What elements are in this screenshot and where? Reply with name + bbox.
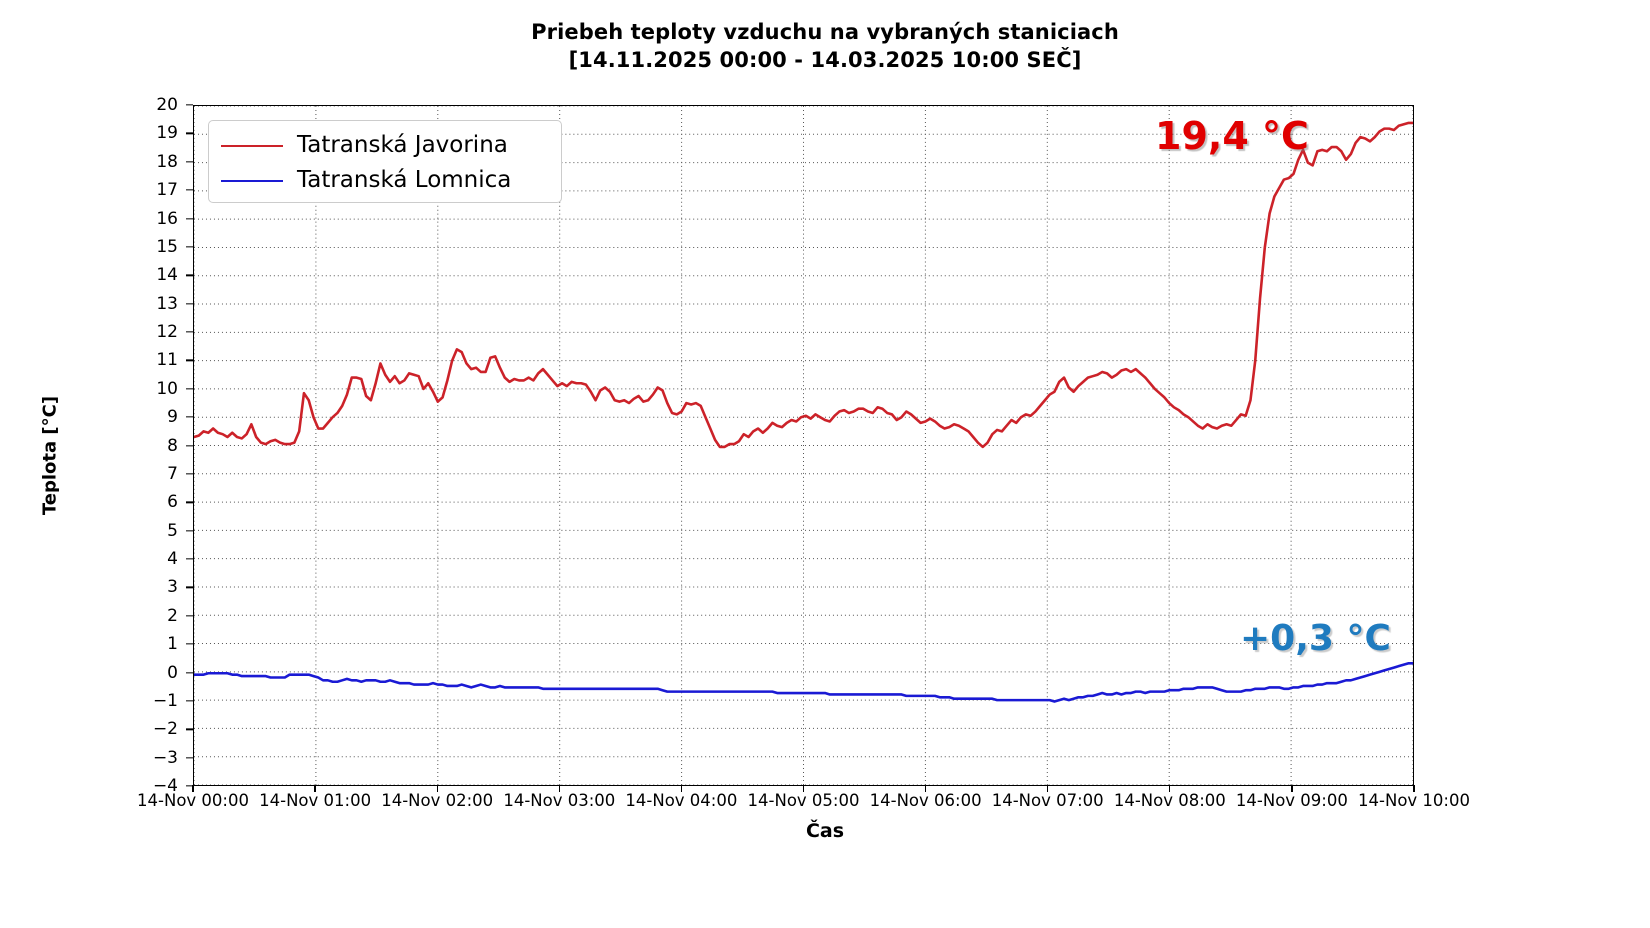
max-temperature-annotation: 19,4 °C <box>1155 114 1309 158</box>
y-tick-label: 7 <box>167 463 178 484</box>
y-tick-label: 16 <box>156 208 178 229</box>
page-title: Priebeh teploty vzduchu na vybraných sta… <box>0 18 1650 75</box>
y-tick-mark <box>186 785 193 787</box>
y-tick-label: 12 <box>156 322 178 342</box>
y-tick-mark <box>186 643 193 645</box>
x-tick-mark <box>1291 785 1293 792</box>
y-tick-mark <box>186 161 193 163</box>
grid-lines <box>194 106 1413 785</box>
y-axis-label: Teplota [°C] <box>39 395 61 516</box>
y-tick-label: 11 <box>156 350 178 371</box>
x-tick-mark <box>924 785 927 792</box>
y-tick-label: 3 <box>167 577 178 598</box>
y-axis-ticks: 20 19 18 17 16 15 14 13 12 11 10 9 8 7 6 5 4 3 2 1 0 −1 −2 −3 −4 <box>0 95 193 796</box>
y-tick-mark <box>186 189 193 191</box>
y-tick-label: 19 <box>156 123 178 144</box>
x-tick-label: 14-Nov 06:00 <box>869 791 982 810</box>
y-tick-mark <box>186 501 193 503</box>
y-tick-mark <box>186 132 193 135</box>
x-tick-mark <box>436 785 438 792</box>
y-tick-mark <box>186 331 193 333</box>
y-tick-mark <box>186 246 193 248</box>
y-tick-mark <box>186 671 193 674</box>
x-tick-label: 14-Nov 08:00 <box>1113 791 1226 810</box>
y-tick-mark <box>186 558 193 560</box>
y-tick-label: −1 <box>152 690 178 711</box>
y-tick-mark <box>186 444 193 447</box>
x-tick-label: 14-Nov 01:00 <box>259 791 372 810</box>
y-tick-mark <box>186 217 193 220</box>
x-tick-mark <box>1413 785 1415 792</box>
x-axis-ticks: 14-Nov 00:00 14-Nov 01:00 14-Nov 02:00 14-N… <box>0 791 1650 821</box>
legend-item-javorina: Tatranská Javorina <box>209 128 561 163</box>
x-tick-mark <box>558 785 560 792</box>
x-tick-label: 14-Nov 07:00 <box>991 791 1104 810</box>
y-tick-label: 10 <box>156 378 178 399</box>
title-line-2: [14.11.2025 00:00 - 14.03.2025 10:00 SEČ… <box>568 48 1082 73</box>
y-tick-mark <box>186 473 193 475</box>
y-tick-mark <box>186 359 193 362</box>
y-tick-label: 4 <box>167 549 178 569</box>
legend-swatch-javorina <box>221 144 283 147</box>
y-tick-mark <box>186 388 193 390</box>
y-tick-mark <box>186 274 193 276</box>
y-tick-label: −4 <box>152 776 178 796</box>
y-tick-label: 9 <box>167 407 178 428</box>
legend-label-javorina: Tatranská Javorina <box>297 132 508 158</box>
x-tick-mark <box>802 785 805 792</box>
y-tick-label: 13 <box>156 293 178 314</box>
legend-label-lomnica: Tatranská Lomnica <box>297 167 512 193</box>
y-tick-mark <box>186 700 193 702</box>
x-tick-label: 14-Nov 09:00 <box>1235 791 1348 810</box>
y-tick-label: 0 <box>167 662 178 683</box>
y-tick-label: 15 <box>156 236 178 257</box>
y-tick-label: −3 <box>152 747 178 768</box>
x-tick-label: 14-Nov 03:00 <box>503 791 616 810</box>
x-tick-label: 14-Nov 00:00 <box>137 791 249 810</box>
x-tick-mark <box>1047 785 1049 792</box>
y-tick-mark <box>186 615 193 617</box>
y-tick-label: 8 <box>167 435 178 456</box>
y-tick-label: 14 <box>156 265 178 286</box>
chart-legend: Tatranská Javorina Tatranská Lomnica <box>208 120 562 203</box>
y-tick-mark <box>186 756 193 759</box>
x-tick-mark <box>192 785 194 792</box>
legend-swatch-lomnica <box>221 179 283 182</box>
title-line-1: Priebeh teploty vzduchu na vybraných sta… <box>531 20 1119 44</box>
min-temperature-annotation: +0,3 °C <box>1240 618 1391 659</box>
x-axis-label: Čas <box>805 820 845 842</box>
x-tick-label: 14-Nov 05:00 <box>747 791 860 810</box>
data-series <box>194 121 1413 703</box>
y-tick-mark <box>186 728 193 730</box>
y-tick-mark <box>186 529 193 532</box>
x-tick-label: 14-Nov 10:00 <box>1358 791 1470 810</box>
y-tick-mark <box>186 586 193 589</box>
y-tick-label: 17 <box>156 180 178 201</box>
plot-area <box>193 105 1414 786</box>
series-line-lomnica <box>194 662 1413 703</box>
y-tick-label: 5 <box>167 520 178 541</box>
series-line-javorina <box>194 121 1413 449</box>
y-tick-label: 20 <box>156 95 178 115</box>
x-tick-label: 14-Nov 04:00 <box>625 791 738 810</box>
y-tick-label: 2 <box>167 605 178 626</box>
y-tick-label: 18 <box>156 151 178 172</box>
y-tick-label: −2 <box>152 719 178 740</box>
y-tick-mark <box>186 416 193 418</box>
x-tick-label: 14-Nov 02:00 <box>381 791 494 810</box>
y-tick-label: 1 <box>167 634 178 655</box>
y-tick-mark <box>186 302 193 305</box>
y-tick-label: 6 <box>167 492 178 513</box>
y-tick-mark <box>186 104 193 106</box>
legend-item-lomnica: Tatranská Lomnica <box>209 163 561 198</box>
x-tick-mark <box>1169 785 1171 792</box>
x-tick-mark <box>680 785 683 792</box>
x-tick-mark <box>314 785 316 792</box>
